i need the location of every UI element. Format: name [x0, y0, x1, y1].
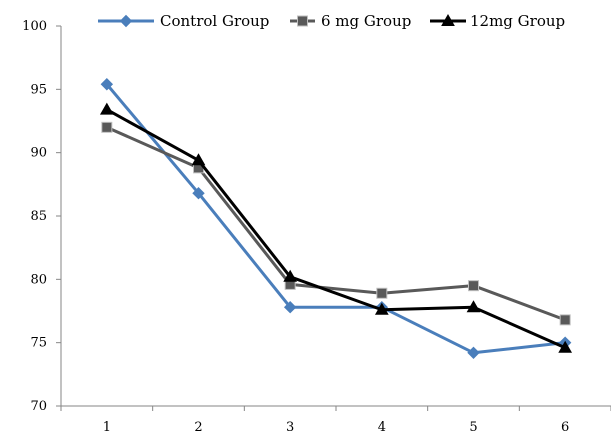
series-line [105, 83, 566, 355]
x-tick-label: 6 [561, 420, 569, 435]
series-3 [99, 102, 573, 353]
legend-marker [441, 13, 455, 26]
x-tick-label: 3 [286, 420, 294, 435]
legend-item: 6 mg Group [290, 12, 411, 30]
data-point [192, 186, 205, 200]
series-layer [99, 78, 573, 360]
legend-marker [119, 14, 133, 28]
x-tick-label: 4 [378, 420, 386, 435]
data-point [376, 287, 388, 299]
data-point [283, 269, 298, 282]
data-point [191, 153, 206, 166]
y-tick-label: 70 [30, 399, 47, 414]
x-tick-label: 5 [469, 420, 477, 435]
data-point [467, 346, 480, 360]
legend: Control Group 6 mg Group 12mg Group [98, 12, 565, 30]
data-point [466, 300, 481, 313]
legend-label: Control Group [160, 12, 269, 30]
legend-item: Control Group [98, 12, 269, 30]
legend-label: 6 mg Group [321, 12, 411, 30]
x-tick-label: 2 [194, 420, 202, 435]
data-point [283, 300, 297, 314]
data-point [559, 314, 571, 326]
y-tick-label: 85 [30, 209, 47, 224]
y-tick-label: 75 [30, 336, 47, 351]
legend-item: 12mg Group [430, 12, 565, 30]
y-tick-label: 90 [30, 146, 47, 161]
x-tick-label: 1 [103, 420, 111, 435]
legend-marker [297, 15, 308, 27]
data-point [374, 302, 389, 315]
series-2 [101, 121, 571, 326]
data-point [99, 102, 114, 115]
data-point [100, 78, 114, 91]
data-point [468, 280, 479, 292]
y-tick-label: 100 [22, 19, 47, 34]
series-line [106, 125, 566, 322]
axes: 70 75 80 85 90 95 100 1 2 3 4 5 6 [22, 19, 611, 435]
series-1 [100, 78, 572, 360]
y-tick-label: 80 [30, 272, 47, 287]
data-point [101, 121, 113, 133]
data-point [558, 340, 573, 353]
series-line [106, 108, 566, 350]
legend-label: 12mg Group [470, 12, 565, 30]
y-tick-label: 95 [30, 82, 47, 97]
